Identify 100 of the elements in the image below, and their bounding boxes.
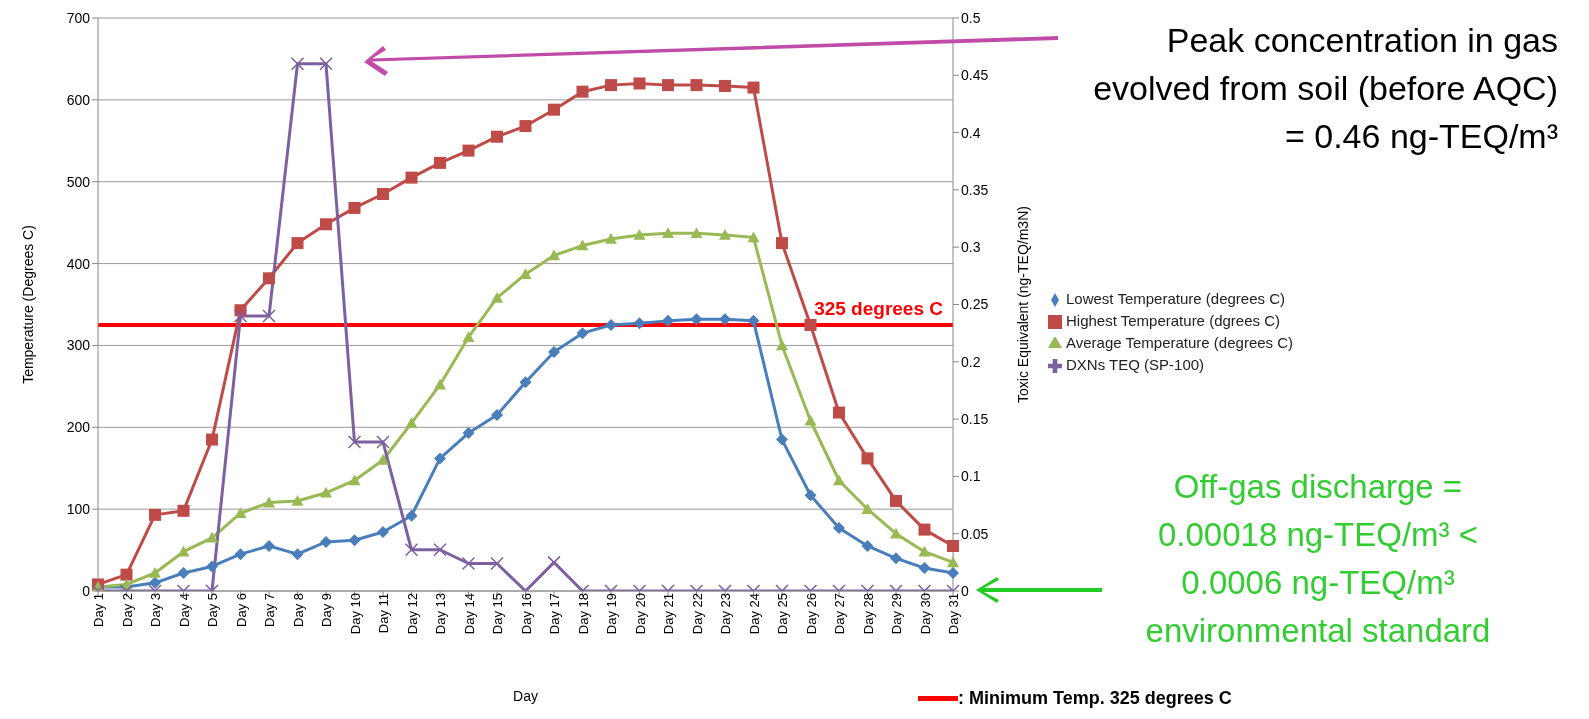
x-tick-label: Day 14 (461, 593, 477, 635)
y-tick-label: 300 (66, 337, 91, 354)
point (576, 239, 589, 251)
y-tick-label: 700 (66, 9, 91, 26)
x-tick-label: Day 31 (946, 593, 962, 635)
point (548, 345, 560, 358)
point (377, 454, 389, 465)
point (206, 433, 218, 446)
point (320, 218, 332, 231)
point (633, 77, 646, 90)
point (548, 249, 560, 261)
point (291, 237, 304, 250)
point (263, 496, 275, 508)
x-tick-label: Day 7 (262, 593, 278, 627)
point (234, 507, 247, 519)
point (776, 237, 788, 250)
y2-tick-label: 0.4 (961, 124, 981, 141)
y2-tick-label: 0.3 (961, 239, 981, 256)
point (690, 227, 703, 239)
x-tick-label: Day 16 (518, 593, 534, 635)
point (405, 417, 418, 428)
point (291, 494, 304, 506)
x-tick-label: Day 11 (376, 593, 392, 634)
point (149, 566, 161, 578)
point (291, 548, 304, 561)
y2-tick-label: 0.15 (961, 411, 989, 428)
point (747, 81, 760, 94)
point (262, 309, 276, 323)
x-tick-label: Day 1 (91, 593, 107, 627)
point (462, 144, 475, 157)
point (719, 313, 731, 326)
point (263, 539, 275, 552)
point (149, 576, 161, 589)
x-tick-label: Day 28 (860, 593, 876, 635)
y-tick-label: 200 (66, 419, 91, 436)
point (491, 291, 503, 303)
point (234, 548, 247, 561)
point (918, 545, 931, 557)
point (462, 331, 475, 343)
text: : Minimum Temp. 325 degrees C (958, 688, 1232, 709)
point (434, 452, 446, 465)
y-tick-label: 400 (66, 255, 91, 272)
point (348, 534, 361, 547)
point (120, 568, 133, 581)
point (434, 156, 446, 169)
y2-tick-label: 0 (961, 582, 969, 599)
x-tick-label: Day 6 (233, 593, 249, 627)
point (491, 130, 503, 143)
point (206, 531, 218, 543)
legend-label: Highest Temperature (dgrees C) (1066, 312, 1280, 329)
y2-tick-label: 0.5 (961, 9, 981, 26)
y-tick-label: 500 (66, 173, 91, 190)
y-tick-label: 100 (66, 501, 91, 518)
x-tick-label: Day 19 (604, 593, 620, 635)
ref-line-label: 325 degrees C (814, 297, 944, 319)
point (519, 376, 532, 389)
y2-axis-title: Toxic Equivalent (ng-TEQ/m3N) (1014, 206, 1031, 403)
x-tick-label: Day 12 (404, 593, 420, 635)
x-tick-label: Day 23 (718, 593, 734, 635)
x-tick-label: Day 29 (889, 593, 905, 635)
point (947, 566, 959, 579)
y2-tick-label: 0.1 (961, 468, 981, 485)
y-axis-title: Temperature (Degrees C) (19, 225, 36, 384)
point (776, 339, 788, 351)
point (861, 452, 874, 465)
point (348, 474, 361, 486)
y2-tick-label: 0.25 (961, 296, 989, 313)
x-tick-label: Day 15 (490, 593, 506, 635)
point (491, 409, 503, 422)
x-tick-label: Day 10 (347, 593, 363, 635)
point (605, 79, 617, 92)
point (890, 552, 902, 565)
point (348, 201, 361, 214)
y2-tick-label: 0.2 (961, 353, 981, 370)
point (605, 233, 617, 244)
y2-tick-label: 0.45 (961, 67, 989, 84)
x-axis-title: Day (513, 688, 538, 704)
point (918, 523, 931, 536)
legend-label: Lowest Temperature (degrees C) (1066, 290, 1285, 307)
point (861, 539, 874, 552)
point (719, 228, 731, 240)
point (662, 227, 674, 239)
point (519, 268, 532, 280)
point (890, 494, 902, 507)
point (177, 504, 190, 517)
point (776, 433, 788, 446)
point (377, 526, 389, 539)
x-tick-label: Day 24 (746, 593, 762, 635)
point (605, 318, 617, 331)
point (377, 187, 389, 200)
point (519, 120, 532, 133)
point (947, 556, 959, 568)
x-tick-label: Day 20 (632, 593, 648, 635)
x-tick-label: Day 5 (205, 593, 221, 627)
point (833, 474, 845, 486)
point (662, 314, 674, 327)
point (206, 560, 218, 573)
y2-tick-label: 0.05 (961, 525, 989, 542)
point (290, 57, 305, 71)
point (319, 57, 333, 71)
